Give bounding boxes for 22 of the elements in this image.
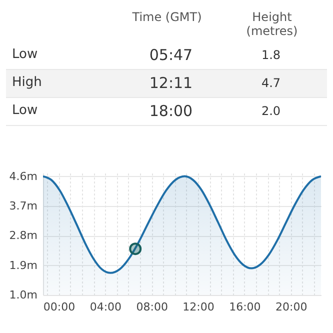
x-tick-label: 20:00 [275, 300, 308, 314]
text: 1.8 [260, 48, 282, 62]
text: High [12, 75, 42, 90]
x-tick-label: 08:00 [136, 300, 168, 314]
text: Height (metres) [245, 10, 299, 38]
x-tick-label: 16:00 [229, 300, 261, 314]
text: 05:47 [148, 46, 194, 64]
text: Low [12, 103, 38, 118]
y-tick-label: 2.8m [9, 229, 38, 242]
text: Time (GMT) [131, 10, 203, 24]
text: 18:00 [148, 102, 194, 120]
x-tick-label: 12:00 [182, 300, 214, 314]
x-tick-label: 04:00 [90, 300, 122, 314]
y-tick-label: 1.9m [9, 258, 38, 272]
text: 2.0 [260, 104, 282, 118]
text: 12:11 [148, 74, 194, 92]
x-tick-label: 00:00 [43, 300, 76, 314]
text: Low [12, 47, 38, 62]
text: 4.7 [260, 76, 282, 90]
y-tick-label: 3.7m [9, 199, 38, 212]
y-tick-label: 1.0m [9, 288, 38, 302]
y-tick-label: 4.6m [9, 170, 38, 183]
